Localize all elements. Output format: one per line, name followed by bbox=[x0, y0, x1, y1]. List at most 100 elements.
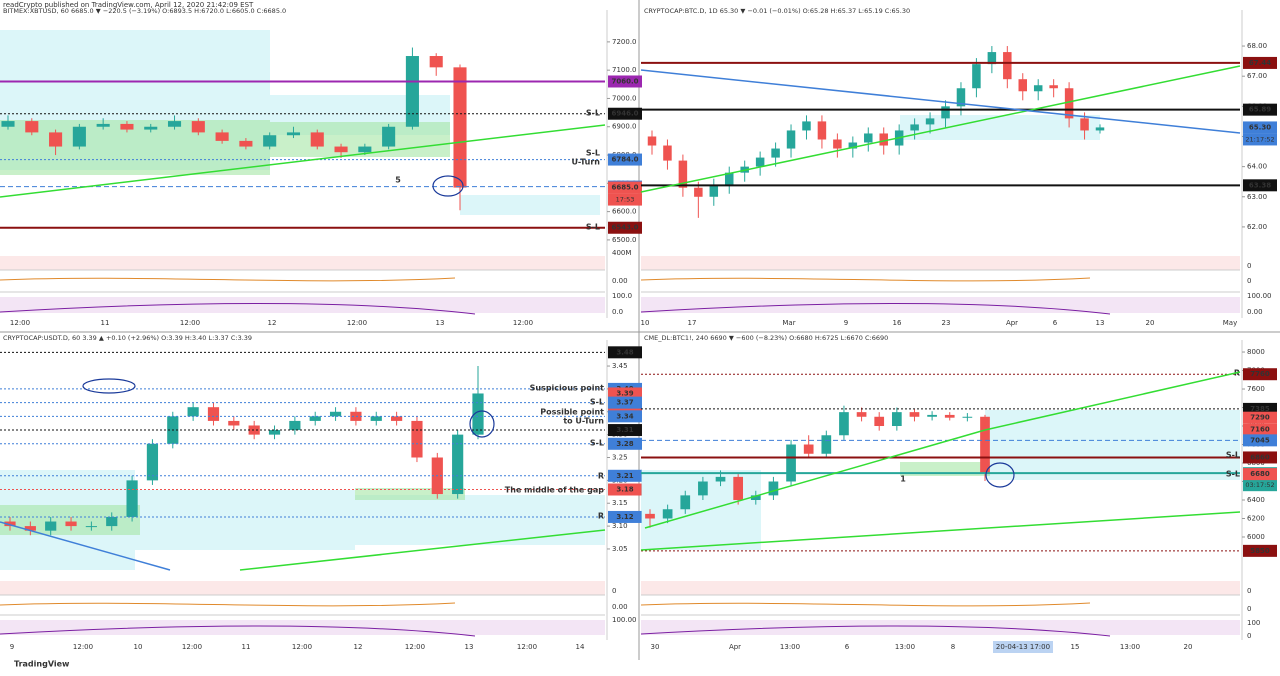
candle-body bbox=[382, 126, 396, 147]
candle-body bbox=[987, 52, 997, 65]
candle-body bbox=[817, 121, 827, 140]
candle-body bbox=[678, 160, 688, 188]
x-tick-label: 13 bbox=[436, 319, 445, 327]
x-tick-label: Apr bbox=[729, 643, 741, 651]
price-tag-label: 6784.0 bbox=[611, 156, 638, 164]
candle-body bbox=[662, 509, 673, 519]
y-tick-label: 3.45 bbox=[612, 362, 628, 370]
trend-line bbox=[0, 124, 606, 198]
rsi-band bbox=[641, 297, 1240, 313]
price-tag-label: 3.28 bbox=[616, 440, 633, 448]
candle-body bbox=[49, 132, 63, 147]
price-tag-label: 7385 bbox=[1250, 405, 1270, 413]
candle-body bbox=[453, 67, 467, 188]
price-tag-label: 3.34 bbox=[616, 412, 633, 420]
price-tag-label: 67.44 bbox=[1249, 59, 1271, 67]
candle-body bbox=[891, 412, 902, 427]
x-tick-label: 13:00 bbox=[780, 643, 800, 651]
candle-body bbox=[472, 393, 484, 435]
candle-body bbox=[941, 106, 950, 119]
x-tick-label: 15 bbox=[1071, 643, 1080, 651]
y-tick-label: 64.00 bbox=[1247, 163, 1267, 171]
x-tick-label: Mar bbox=[782, 319, 795, 327]
cloud bbox=[460, 195, 600, 215]
chart-title: CRYPTOCAP:BTC.D, 1D 65.30 ▼ −0.01 (−0.01… bbox=[644, 7, 910, 15]
candle-body bbox=[120, 123, 134, 130]
indicator bbox=[640, 602, 1091, 607]
countdown: 17:53 bbox=[616, 196, 635, 204]
price-tag-label: 7060.0 bbox=[611, 77, 638, 85]
indicator bbox=[0, 277, 456, 282]
price-tag bbox=[1243, 56, 1277, 69]
pane-label: 100.0 bbox=[612, 292, 632, 300]
candle-body bbox=[85, 526, 97, 528]
candle-body bbox=[680, 495, 691, 510]
y-tick-label: 7600 bbox=[1247, 385, 1265, 393]
candle-body bbox=[391, 416, 403, 421]
candle-body bbox=[750, 495, 761, 500]
candle-body bbox=[248, 425, 260, 435]
trend-line bbox=[984, 371, 1241, 431]
x-tick-label: 20 bbox=[1184, 643, 1193, 651]
circle-markup bbox=[469, 410, 495, 438]
circle-markup bbox=[82, 378, 136, 394]
stoch bbox=[0, 302, 476, 315]
candle-body bbox=[310, 132, 324, 147]
candle-body bbox=[167, 121, 182, 127]
x-tick-label: 13:00 bbox=[1120, 643, 1140, 651]
volume-pane bbox=[0, 256, 605, 270]
candle-body bbox=[821, 435, 832, 454]
candle-body bbox=[1, 121, 15, 127]
circle-markup bbox=[985, 462, 1015, 488]
price-tag-label: 7160 bbox=[1250, 426, 1270, 434]
candle-body bbox=[106, 516, 118, 527]
y-tick-label: 7200.0 bbox=[612, 38, 637, 46]
candle-body bbox=[927, 414, 937, 417]
x-tick-label: 17 bbox=[688, 319, 697, 327]
candle-body bbox=[146, 443, 159, 481]
x-tick-label: 6 bbox=[845, 643, 850, 651]
x-tick-label: Apr bbox=[1006, 319, 1018, 327]
candle-body bbox=[207, 407, 220, 421]
y-tick-label: 6600.0 bbox=[612, 208, 637, 216]
price-tag bbox=[1243, 468, 1277, 481]
candle-body bbox=[879, 133, 888, 146]
candle-body bbox=[1003, 52, 1012, 80]
price-tag bbox=[608, 75, 642, 88]
candle-body bbox=[715, 476, 726, 482]
candle-body bbox=[910, 124, 919, 131]
candle-body bbox=[768, 481, 779, 496]
candle-body bbox=[803, 444, 814, 454]
candle-body bbox=[1049, 85, 1058, 89]
price-tag-label: 3.39 bbox=[616, 389, 633, 397]
price-tag bbox=[608, 483, 642, 496]
x-tick-label: 12:00 bbox=[182, 643, 202, 651]
x-tick-label: 9 bbox=[10, 643, 14, 651]
pane-label: 0.0 bbox=[612, 308, 623, 316]
annotation: The middle of the gap bbox=[505, 486, 604, 495]
annotation: 5 bbox=[395, 176, 401, 185]
price-tag bbox=[1243, 451, 1277, 464]
candle-body bbox=[358, 146, 372, 153]
y-tick-label: 6400 bbox=[1247, 496, 1265, 504]
price-tag-label: 3.12 bbox=[616, 513, 633, 521]
cloud bbox=[0, 120, 270, 175]
candle-body bbox=[1095, 127, 1105, 131]
price-tag-label: 6860 bbox=[1250, 453, 1270, 461]
candle-body bbox=[771, 148, 780, 158]
price-tag-label: 3.18 bbox=[616, 486, 633, 494]
x-tick-label: 10 bbox=[134, 643, 143, 651]
price-tag-label: 6946.0 bbox=[611, 110, 638, 118]
x-tick-label: 9 bbox=[844, 319, 848, 327]
x-tick-label: 10 bbox=[641, 319, 650, 327]
countdown-box bbox=[1243, 479, 1277, 492]
y-tick-label: 6000 bbox=[1247, 533, 1265, 541]
pane-label: 0.00 bbox=[612, 277, 628, 285]
candle-body bbox=[802, 121, 811, 131]
y-tick-label: 67.00 bbox=[1247, 72, 1267, 80]
price-tag-label: 65.89 bbox=[1249, 106, 1271, 114]
candle-body bbox=[65, 521, 77, 527]
x-tick-label: 12:00 bbox=[180, 319, 200, 327]
candle-body bbox=[25, 121, 39, 133]
x-tick-label: 30 bbox=[651, 643, 660, 651]
